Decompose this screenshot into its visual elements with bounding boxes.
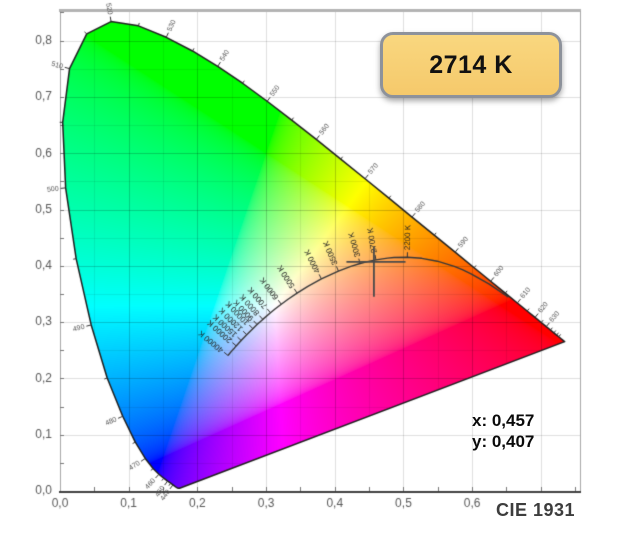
readout-y-value: y: 0,407 xyxy=(472,432,535,451)
readout-x-value: x: 0,457 xyxy=(472,411,535,430)
cct-badge[interactable]: 2714 K xyxy=(380,32,562,98)
cct-badge-label: 2714 K xyxy=(429,50,513,79)
diagram-title: CIE 1931 xyxy=(496,500,576,520)
xy-readout: x: 0,457 y: 0,407 xyxy=(472,410,534,452)
